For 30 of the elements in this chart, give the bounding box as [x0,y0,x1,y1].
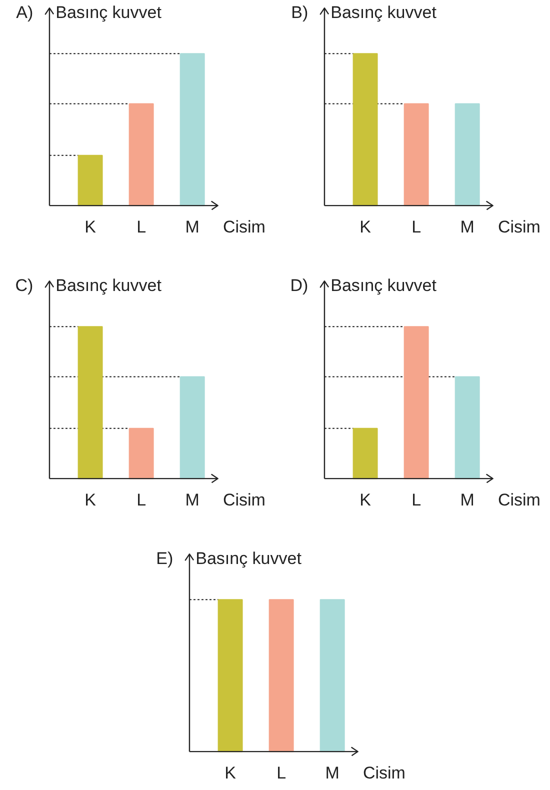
x-tick-label: M [185,490,200,510]
x-tick-label: L [136,490,146,510]
x-axis-title: Cisim [362,763,406,782]
x-tick-label: K [84,217,97,236]
y-axis-title: Basınç kuvvet [330,276,437,296]
x-axis-title: Cisim [222,490,266,510]
x-tick-label: L [276,763,286,782]
y-axis-title: Basınç kuvvet [56,276,162,296]
x-axis-title: Cisim [222,217,266,236]
x-tick-label: M [325,763,340,782]
x-tick-label: L [136,217,146,236]
chart-title: B) [291,3,308,22]
x-tick-label: K [84,490,97,510]
chart-title: C) [15,276,34,296]
chart-title: A) [16,3,34,22]
x-tick-label: M [185,217,200,236]
x-tick-label: M [460,217,474,236]
chart-title: E) [156,549,174,568]
x-axis-title: Cisim [498,217,540,236]
x-axis-title: Cisim [498,490,540,510]
y-axis-title: Basınç kuvvet [56,3,162,22]
y-axis-title: Basınç kuvvet [330,3,437,22]
y-axis-title: Basınç kuvvet [196,549,302,568]
x-tick-label: K [360,490,372,510]
x-tick-label: K [224,763,237,782]
x-tick-label: M [460,490,474,510]
x-tick-label: L [412,490,422,510]
chart-title: D) [290,276,308,296]
x-tick-label: K [360,217,372,236]
x-tick-label: L [412,217,422,236]
